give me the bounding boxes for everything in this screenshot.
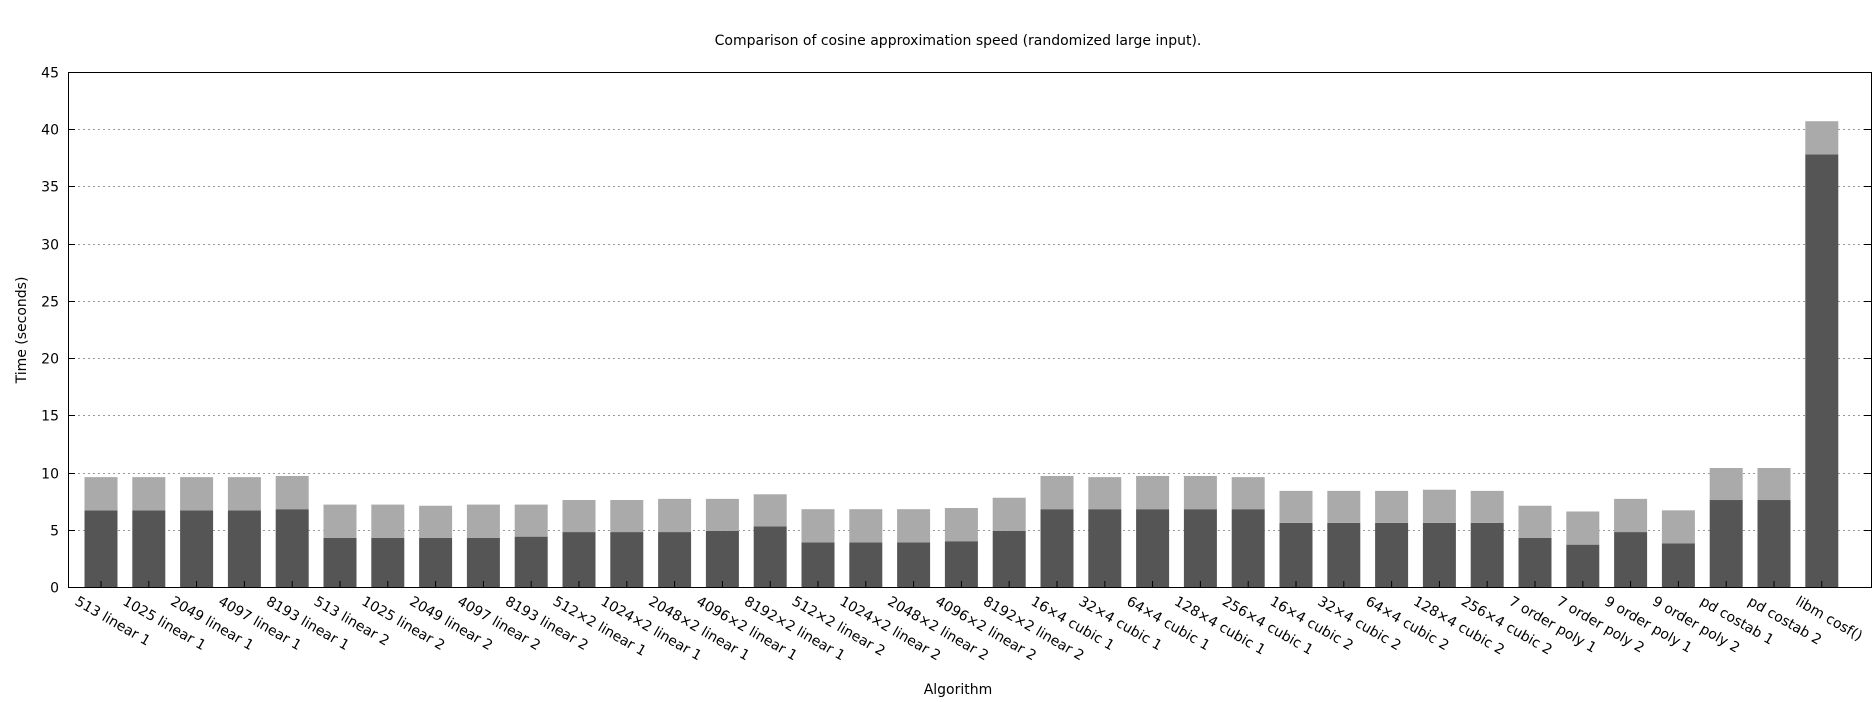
bar-lower-segment [801,542,835,587]
y-tick-label: 35 [41,180,59,196]
bar-upper-segment [992,497,1026,531]
chart-title: Comparison of cosine approximation speed… [715,33,1202,49]
x-axis-label: Algorithm [924,682,993,698]
bar-lower-segment [1183,509,1217,587]
bar-upper-segment [180,477,214,511]
bar-upper-segment [1518,505,1552,538]
bar-lower-segment [514,536,548,587]
y-tick-label: 45 [41,66,59,82]
bar-lower-segment [705,530,739,587]
bar-upper-segment [466,504,500,538]
bar-lower-segment [562,532,596,587]
bar-lower-segment [944,541,978,587]
bar-lower-segment [992,530,1026,587]
bar-upper-segment [1136,475,1170,510]
bar-lower-segment [1375,522,1409,587]
y-tick-label: 10 [41,467,59,483]
bar-lower-segment [1470,522,1504,587]
bar-lower-segment [371,537,405,587]
bar-lower-segment [419,537,453,587]
bar-lower-segment [753,526,787,587]
bar-lower-segment [1566,544,1600,587]
bar-upper-segment [658,498,692,533]
bar-lower-segment [1422,522,1456,587]
bar-upper-segment [132,477,166,511]
bar-upper-segment [1040,475,1074,510]
bar-lower-segment [323,537,357,587]
bar-upper-segment [1805,121,1839,155]
bar-upper-segment [275,475,309,510]
y-tick-label: 25 [41,295,59,311]
bar-lower-segment [1040,509,1074,587]
bar-upper-segment [371,504,405,538]
y-tick-label: 30 [41,238,59,254]
y-tick-label: 20 [41,352,59,368]
bar-upper-segment [1279,490,1313,523]
bar-upper-segment [84,477,118,511]
bar-upper-segment [1231,477,1265,510]
bar-upper-segment [849,509,883,543]
bar-upper-segment [323,504,357,538]
y-tick-label: 15 [41,409,59,425]
bar-lower-segment [658,532,692,587]
y-axis-ticks: 0 5 10 15 20 25 30 35 40 45 [41,66,1871,597]
bar-upper-segment [705,498,739,531]
bar-upper-segment [1327,490,1361,523]
bar-upper-segment [1470,490,1504,523]
bar-lower-segment [180,510,214,587]
bars [84,121,1839,587]
bar-upper-segment [419,505,453,538]
bar-upper-segment [227,477,261,511]
bar-lower-segment [1518,537,1552,587]
bar-upper-segment [562,500,596,533]
bar-lower-segment [1614,532,1648,587]
bar-upper-segment [944,508,978,542]
y-tick-label: 5 [50,524,59,540]
bar-upper-segment [1566,511,1600,545]
bar-lower-segment [275,509,309,587]
bar-lower-segment [132,510,166,587]
bar-lower-segment [897,542,931,587]
bar-lower-segment [84,510,118,587]
bar-lower-segment [1088,509,1122,587]
grid-lines [68,129,1871,531]
bar-lower-segment [1231,509,1265,587]
bar-lower-segment [1136,509,1170,587]
bar-upper-segment [1709,467,1743,501]
bar-lower-segment [1757,500,1791,587]
bar-lower-segment [610,532,644,587]
bar-lower-segment [227,510,261,587]
bar-upper-segment [1375,490,1409,523]
y-tick-label: 0 [50,581,59,597]
bar-upper-segment [753,494,787,527]
bar-lower-segment [1805,154,1839,587]
bar-upper-segment [897,509,931,543]
bar-upper-segment [1183,475,1217,510]
bar-upper-segment [801,509,835,543]
bar-upper-segment [514,504,548,537]
y-tick-label: 40 [41,123,59,139]
bar-lower-segment [466,537,500,587]
bar-upper-segment [610,500,644,533]
bar-upper-segment [1614,498,1648,533]
y-axis-label: Time (seconds) [14,277,30,385]
bar-lower-segment [1661,543,1695,587]
bar-upper-segment [1757,467,1791,501]
bar-upper-segment [1661,510,1695,544]
bar-lower-segment [1279,522,1313,587]
bar-upper-segment [1088,477,1122,510]
bar-lower-segment [1327,522,1361,587]
bar-upper-segment [1422,489,1456,523]
bar-lower-segment [849,542,883,587]
bar-lower-segment [1709,500,1743,587]
